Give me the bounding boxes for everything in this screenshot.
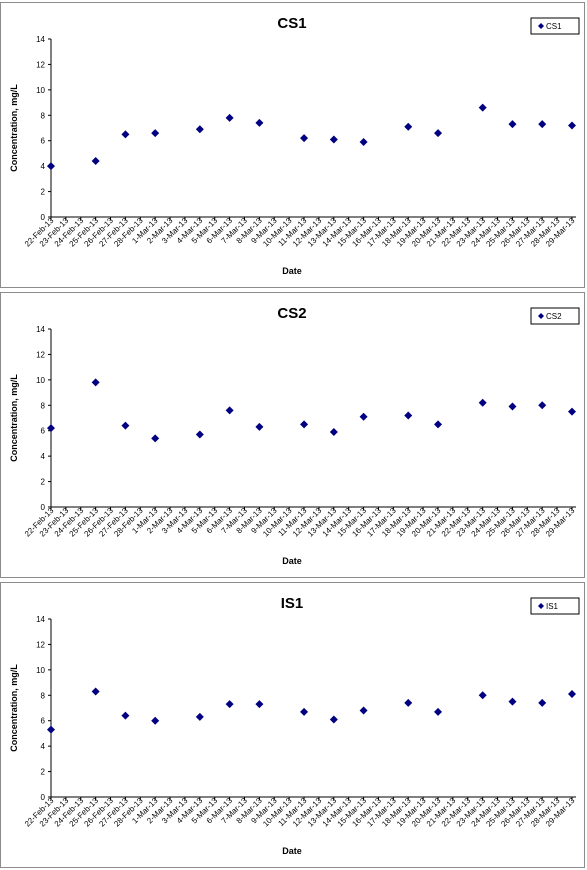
y-tick-label: 4 xyxy=(41,742,46,751)
legend-box xyxy=(530,307,580,325)
legend: CS2 xyxy=(530,307,580,325)
data-point xyxy=(47,424,55,433)
data-point xyxy=(404,411,413,420)
data-point xyxy=(255,118,264,127)
chart-panel-cs2: CS2 0 2 4 6 8 10 12 14 22-Feb-13 23-Feb-13 24-Feb-1… xyxy=(0,292,585,578)
data-point xyxy=(359,412,368,421)
data-point xyxy=(47,725,55,734)
data-point xyxy=(329,427,338,436)
data-point xyxy=(300,420,309,429)
x-axis-title: Date xyxy=(282,846,302,856)
data-point xyxy=(434,707,443,716)
y-axis-title: Concentration, mg/L xyxy=(9,84,19,172)
y-tick-label: 6 xyxy=(41,137,46,146)
y-tick-label: 0 xyxy=(41,503,46,512)
data-point xyxy=(478,691,487,700)
y-tick-label: 10 xyxy=(36,376,45,385)
legend-box xyxy=(530,597,580,615)
y-tick-label: 2 xyxy=(41,768,46,777)
y-tick-label: 2 xyxy=(41,188,46,197)
data-point xyxy=(121,421,130,430)
data-point xyxy=(225,700,234,709)
legend: IS1 xyxy=(530,597,580,615)
legend-label: CS2 xyxy=(546,312,562,321)
y-tick-label: 6 xyxy=(41,717,46,726)
data-point xyxy=(538,120,547,129)
data-point xyxy=(508,697,517,706)
y-axis-title: Concentration, mg/L xyxy=(9,374,19,462)
x-axis-title: Date xyxy=(282,266,302,276)
data-point xyxy=(151,129,160,138)
data-point xyxy=(91,687,100,696)
chart-title: IS1 xyxy=(281,595,304,612)
data-point xyxy=(225,406,234,415)
data-point xyxy=(568,407,576,416)
y-tick-label: 4 xyxy=(41,162,46,171)
data-point xyxy=(225,113,234,122)
chart-title: CS2 xyxy=(277,305,306,322)
y-tick-label: 4 xyxy=(41,452,46,461)
y-tick-label: 2 xyxy=(41,478,46,487)
data-point xyxy=(255,422,264,431)
y-tick-label: 14 xyxy=(36,615,45,624)
data-point xyxy=(300,707,309,716)
data-point xyxy=(91,157,100,166)
legend-marker xyxy=(538,313,544,319)
data-point xyxy=(121,130,130,139)
chart-cs1: CS10246810121422-Feb-1323-Feb-1324-Feb-1… xyxy=(9,15,580,276)
y-tick-label: 14 xyxy=(36,325,45,334)
data-point xyxy=(478,398,487,407)
chart-panel-cs1: CS1 0 2 4 6 8 10 12 14 22-Feb-13 23-Feb-13 24-Feb-1… xyxy=(0,2,585,288)
legend-box xyxy=(530,17,580,35)
y-tick-label: 0 xyxy=(41,213,46,222)
y-tick-label: 12 xyxy=(36,60,45,69)
legend-label: IS1 xyxy=(546,602,559,611)
y-tick-label: 12 xyxy=(36,640,45,649)
data-point xyxy=(404,122,413,131)
data-point xyxy=(508,120,517,129)
data-point xyxy=(151,716,160,725)
data-point xyxy=(478,103,487,112)
legend-label: CS1 xyxy=(546,22,562,31)
data-point xyxy=(359,137,368,146)
legend-marker xyxy=(538,603,544,609)
legend-marker xyxy=(538,23,544,29)
data-point xyxy=(195,430,204,439)
y-tick-label: 0 xyxy=(41,793,46,802)
data-point xyxy=(359,706,368,715)
y-tick-label: 8 xyxy=(41,691,46,700)
y-tick-label: 10 xyxy=(36,666,45,675)
data-point xyxy=(404,698,413,707)
data-point xyxy=(300,134,309,143)
chart-cs2: CS20246810121422-Feb-1323-Feb-1324-Feb-1… xyxy=(9,305,580,566)
y-axis-title: Concentration, mg/L xyxy=(9,664,19,752)
data-point xyxy=(538,698,547,707)
y-tick-label: 8 xyxy=(41,111,46,120)
data-point xyxy=(91,378,100,387)
legend: CS1 xyxy=(530,17,580,35)
x-axis-title: Date xyxy=(282,556,302,566)
chart-panel-is1: IS1 0 2 4 6 8 10 12 14 22-Feb-13 23-Feb-13 24-Feb-1… xyxy=(0,582,585,868)
y-tick-label: 14 xyxy=(36,35,45,44)
data-point xyxy=(434,129,443,138)
chart-title: CS1 xyxy=(277,15,306,32)
data-point xyxy=(568,121,576,130)
data-point xyxy=(568,690,576,699)
data-point xyxy=(151,434,160,443)
data-point xyxy=(255,700,264,709)
data-point xyxy=(508,402,517,411)
data-point xyxy=(329,715,338,724)
data-point xyxy=(329,135,338,144)
data-point xyxy=(195,712,204,721)
data-point xyxy=(121,711,130,720)
y-tick-label: 6 xyxy=(41,427,46,436)
y-tick-label: 10 xyxy=(36,86,45,95)
data-point xyxy=(538,401,547,410)
y-tick-label: 12 xyxy=(36,350,45,359)
chart-is1: IS10246810121422-Feb-1323-Feb-1324-Feb-1… xyxy=(9,595,580,856)
data-point xyxy=(195,125,204,134)
data-point xyxy=(47,162,55,171)
y-tick-label: 8 xyxy=(41,401,46,410)
data-point xyxy=(434,420,443,429)
